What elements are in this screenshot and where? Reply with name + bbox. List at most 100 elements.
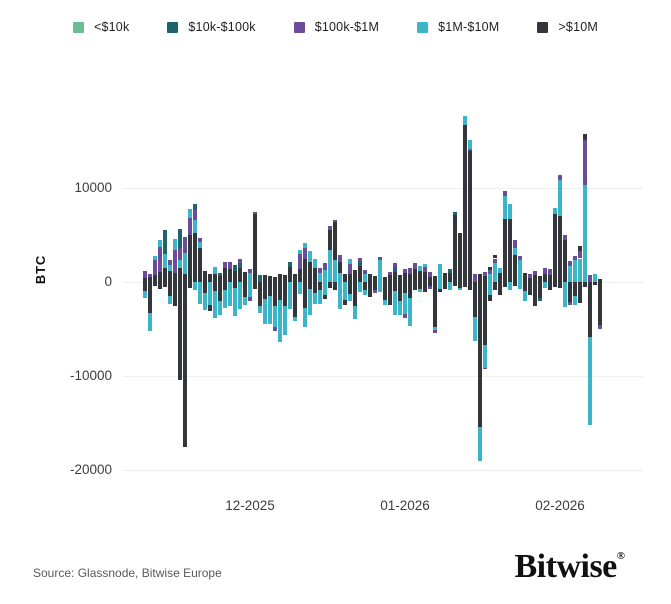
bar-segment-pos-2026-01-26 xyxy=(528,278,532,282)
bar-segment-pos-2026-01-05 xyxy=(423,266,427,272)
bar-segment-neg-2025-12-28 xyxy=(383,282,387,300)
bar-segment-pos-2025-12-27 xyxy=(378,256,382,261)
bar-segment-neg-2025-12-21 xyxy=(348,282,352,295)
bar-segment-neg-2025-12-11 xyxy=(298,282,302,295)
bar-segment-pos-2025-12-14 xyxy=(313,259,317,268)
legend-item-a[interactable]: <$10k xyxy=(72,20,129,34)
bar-segment-pos-2025-12-21 xyxy=(348,274,352,282)
bar-segment-pos-2025-12-09 xyxy=(288,266,292,282)
bar-segment-pos-2026-01-23 xyxy=(513,248,517,255)
bar-segment-neg-2025-11-22 xyxy=(203,282,207,294)
bar-segment-neg-2025-12-15 xyxy=(318,290,322,304)
bar-segment-neg-2026-01-24 xyxy=(518,282,522,289)
bar-segment-neg-2026-01-28 xyxy=(538,297,542,301)
bar-segment-neg-2025-11-17 xyxy=(178,282,182,380)
bar-segment-neg-2025-11-15 xyxy=(168,296,172,304)
bar-segment-pos-2026-01-01 xyxy=(403,268,407,273)
bar-segment-neg-2026-01-28 xyxy=(538,282,542,298)
bar-segment-pos-2026-02-07 xyxy=(588,275,592,282)
bar-segment-pos-2026-01-12 xyxy=(458,233,462,282)
gridline xyxy=(123,188,643,189)
bar-segment-pos-2026-01-19 xyxy=(493,258,497,264)
bar-segment-pos-2026-01-29 xyxy=(543,273,547,282)
bar-segment-pos-2025-11-27 xyxy=(228,268,232,282)
bar-segment-pos-2025-12-04 xyxy=(263,275,267,282)
bar-segment-neg-2025-12-06 xyxy=(273,305,277,328)
bar-segment-pos-2025-11-14 xyxy=(163,230,167,254)
bar-segment-neg-2025-12-06 xyxy=(273,282,277,306)
bar-segment-neg-2025-12-09 xyxy=(288,282,292,310)
bar-segment-pos-2026-01-13 xyxy=(463,115,467,125)
bar-segment-pos-2026-02-02 xyxy=(563,239,567,282)
bar-segment-neg-2025-12-02 xyxy=(253,282,257,289)
bar-segment-pos-2025-12-28 xyxy=(383,277,387,282)
bar-segment-pos-2025-11-17 xyxy=(178,267,182,282)
bar-segment-pos-2026-01-14 xyxy=(468,148,472,152)
bar-segment-neg-2025-11-23 xyxy=(208,282,212,305)
bar-segment-pos-2026-02-06 xyxy=(583,185,587,282)
bar-segment-pos-2026-01-21 xyxy=(503,195,507,219)
bar-segment-neg-2025-12-31 xyxy=(398,282,402,301)
bar-segment-neg-2025-11-23 xyxy=(208,304,212,312)
bar-segment-neg-2026-01-16 xyxy=(478,426,482,461)
bar-segment-pos-2025-12-18 xyxy=(333,221,337,260)
bar-segment-neg-2026-01-19 xyxy=(493,282,497,290)
bar-segment-pos-2026-01-26 xyxy=(528,274,532,279)
bar-segment-pos-2026-01-21 xyxy=(503,191,507,196)
bar-segment-neg-2025-11-10 xyxy=(143,282,147,292)
legend-item-d[interactable]: $1M-$10M xyxy=(417,20,499,34)
legend-item-e[interactable]: >$10M xyxy=(537,20,598,34)
bar-segment-pos-2026-01-01 xyxy=(403,272,407,282)
bar-segment-pos-2025-11-29 xyxy=(238,263,242,268)
bar-segment-pos-2025-12-11 xyxy=(298,250,302,254)
bar-segment-pos-2026-02-05 xyxy=(578,258,582,282)
bar-segment-neg-2025-11-25 xyxy=(218,282,222,301)
bar-segment-neg-2025-11-24 xyxy=(213,291,217,318)
legend-item-c[interactable]: $100k-$1M xyxy=(293,20,379,34)
bar-segment-neg-2025-12-21 xyxy=(348,294,352,301)
y-tick-label: -10000 xyxy=(69,368,112,383)
bar-segment-neg-2025-12-03 xyxy=(258,282,262,307)
bar-segment-pos-2025-11-17 xyxy=(178,248,182,261)
bar-segment-pos-2026-01-03 xyxy=(413,268,417,282)
bar-segment-pos-2025-11-25 xyxy=(218,272,222,277)
bar-segment-neg-2026-02-04 xyxy=(573,296,577,306)
bar-segment-pos-2025-11-18 xyxy=(183,273,187,282)
bar-segment-pos-2025-11-15 xyxy=(168,265,172,271)
bar-segment-pos-2026-01-15 xyxy=(473,273,477,282)
bar-segment-neg-2025-11-16 xyxy=(173,282,177,306)
bar-segment-neg-2026-01-14 xyxy=(468,282,472,290)
bar-segment-neg-2026-02-07 xyxy=(588,336,592,425)
bar-segment-pos-2025-12-17 xyxy=(328,250,332,282)
bar-segment-pos-2025-11-24 xyxy=(213,274,217,282)
legend: <$10k $10k-$100k $100k-$1M $1M-$10M >$10M xyxy=(0,20,671,34)
bar-segment-pos-2025-11-16 xyxy=(173,272,177,282)
bar-segment-pos-2025-11-18 xyxy=(183,236,187,253)
bar-segment-pos-2025-11-12 xyxy=(153,260,157,276)
bar-segment-pos-2026-01-30 xyxy=(548,268,552,276)
legend-item-b[interactable]: $10k-$100k xyxy=(167,20,256,34)
bar-segment-pos-2025-11-13 xyxy=(158,271,162,282)
bar-segment-pos-2025-12-02 xyxy=(253,211,257,215)
bar-segment-neg-2025-11-20 xyxy=(193,282,197,291)
bar-segment-neg-2026-01-17 xyxy=(483,367,487,370)
bar-segment-neg-2025-12-13 xyxy=(308,288,312,315)
bar-segment-pos-2025-12-29 xyxy=(388,275,392,282)
bar-segment-neg-2026-01-08 xyxy=(438,288,442,293)
bar-segment-pos-2026-01-14 xyxy=(468,140,472,149)
bar-segment-neg-2026-01-17 xyxy=(483,282,487,345)
bar-segment-neg-2026-01-01 xyxy=(403,313,407,318)
bar-segment-neg-2026-01-31 xyxy=(553,282,557,287)
legend-swatch-icon xyxy=(537,21,549,33)
bar-segment-pos-2026-01-05 xyxy=(423,264,427,267)
y-tick-label: -20000 xyxy=(69,462,112,477)
bar-segment-pos-2025-11-20 xyxy=(193,209,197,220)
bar-segment-pos-2025-12-01 xyxy=(248,268,252,273)
bar-segment-neg-2025-12-05 xyxy=(268,296,272,325)
bar-segment-pos-2025-11-15 xyxy=(168,270,172,282)
bar-segment-neg-2025-11-21 xyxy=(198,282,202,304)
bar-segment-pos-2025-11-12 xyxy=(153,275,157,282)
bar-segment-neg-2026-02-02 xyxy=(563,282,567,308)
bar-segment-pos-2026-01-03 xyxy=(413,263,417,269)
bar-segment-neg-2025-11-10 xyxy=(143,291,147,298)
